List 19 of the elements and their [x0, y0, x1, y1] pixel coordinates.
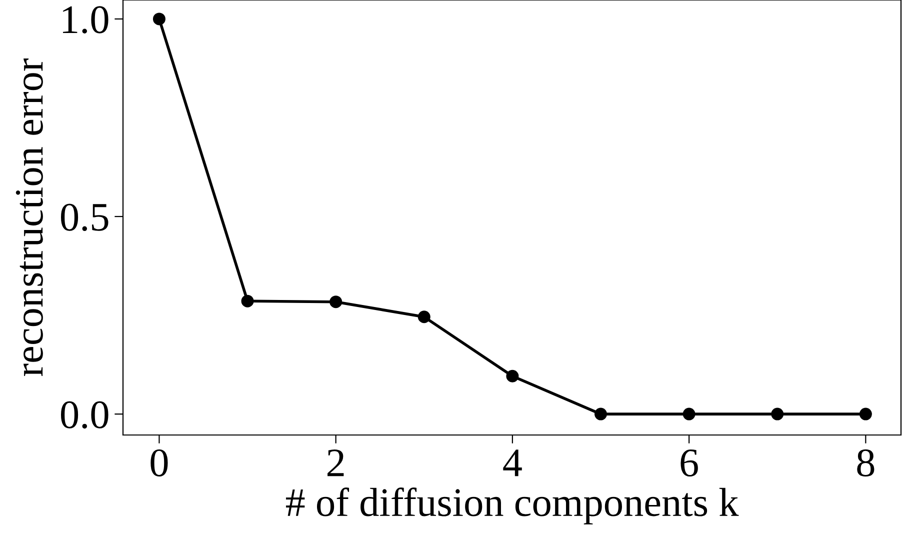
- x-tick-label: 4: [503, 450, 522, 476]
- point: [859, 408, 872, 420]
- point: [506, 370, 519, 382]
- point: [418, 310, 430, 324]
- x-tick-label: 6: [680, 449, 698, 477]
- point: [771, 408, 784, 420]
- x-tick-label: 8: [857, 449, 874, 477]
- y-axis-title: reconstruction error: [16, 58, 43, 376]
- x-tick-label: 2: [328, 449, 344, 476]
- x-axis-title: # of diffusion components k: [286, 488, 739, 524]
- point: [594, 408, 607, 420]
- x-tick-label: 0: [150, 449, 168, 477]
- point: [682, 408, 696, 420]
- y-tick-label: 0.5: [60, 204, 108, 232]
- y-tick-label: 1.0: [63, 6, 108, 34]
- point: [330, 296, 342, 308]
- point: [152, 12, 166, 26]
- point: [241, 294, 254, 308]
- y-tick-label: 0.0: [60, 401, 108, 429]
